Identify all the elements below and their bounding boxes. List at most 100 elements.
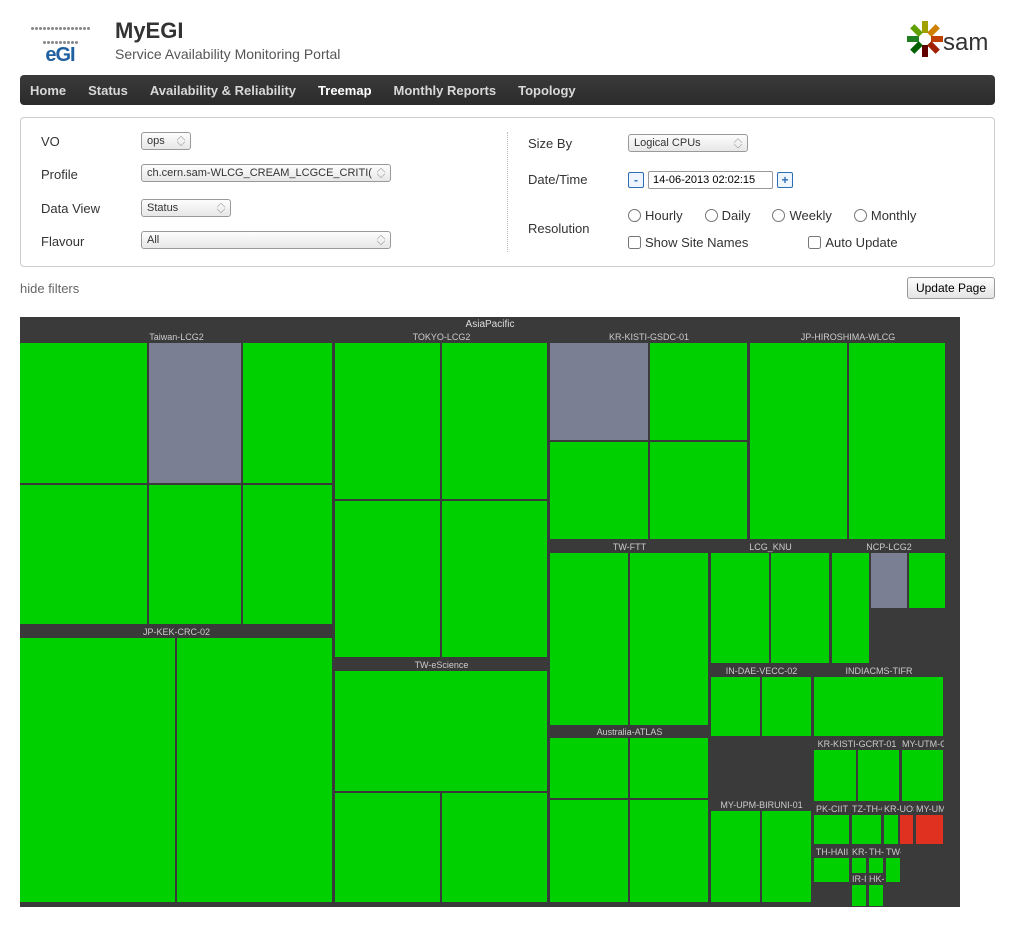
- cell[interactable]: [243, 485, 332, 624]
- cell[interactable]: [916, 815, 943, 844]
- radio-daily-label[interactable]: Daily: [705, 208, 751, 223]
- cell[interactable]: [869, 885, 883, 906]
- cell[interactable]: [814, 815, 849, 844]
- cell[interactable]: [149, 343, 241, 483]
- cell[interactable]: [177, 638, 332, 902]
- site-TZ-TH-CUNSTDA[interactable]: TZ-TH-CUNSTDA: [852, 803, 882, 833]
- site-MY-UTM-GRID[interactable]: MY-UTM-GRID: [902, 738, 944, 790]
- cell[interactable]: [650, 442, 747, 539]
- cell[interactable]: [814, 858, 849, 882]
- cell[interactable]: [20, 485, 147, 624]
- chk-show-site-names[interactable]: [628, 236, 641, 249]
- cell[interactable]: [650, 343, 747, 440]
- cell[interactable]: [711, 553, 769, 663]
- update-page-button[interactable]: Update Page: [907, 277, 995, 299]
- cell[interactable]: [550, 800, 628, 902]
- radio-hourly-label[interactable]: Hourly: [628, 208, 683, 223]
- site-TH-HAII[interactable]: TH-HAII: [814, 846, 850, 871]
- site-PK-CIIT[interactable]: PK-CIIT: [814, 803, 850, 833]
- nav-treemap[interactable]: Treemap: [318, 83, 371, 98]
- site-TW-FTT[interactable]: TW-FTT: [550, 541, 709, 714]
- site-HK-TW[interactable]: HK-TW: [869, 873, 884, 895]
- cell[interactable]: [20, 638, 175, 902]
- site-NCP-LCG2[interactable]: NCP-LCG2: [832, 541, 946, 652]
- cell[interactable]: [335, 793, 440, 902]
- cell[interactable]: [550, 553, 628, 725]
- site-IN-DAE-VECC-02[interactable]: IN-DAE-VECC-02: [711, 665, 812, 725]
- nav-availability[interactable]: Availability & Reliability: [150, 83, 296, 98]
- site-JP-HIROSHIMA-WLCG[interactable]: JP-HIROSHIMA-WLCG: [750, 331, 946, 528]
- site-LCG_KNU[interactable]: LCG_KNU: [711, 541, 830, 652]
- cell[interactable]: [750, 343, 847, 539]
- cell[interactable]: [149, 485, 241, 624]
- cell[interactable]: [243, 343, 332, 483]
- cell[interactable]: [711, 677, 760, 736]
- cell[interactable]: [442, 343, 547, 499]
- site-IR-IPM[interactable]: IR-IPM: [852, 873, 867, 895]
- cell[interactable]: [630, 553, 708, 725]
- cell[interactable]: [814, 750, 856, 801]
- select-dataview[interactable]: Status: [141, 199, 231, 217]
- cell[interactable]: [852, 815, 881, 844]
- radio-monthly-label[interactable]: Monthly: [854, 208, 917, 223]
- cell[interactable]: [909, 553, 945, 608]
- site-TOKYO-LCG2[interactable]: TOKYO-LCG2: [335, 331, 548, 646]
- select-sizeby[interactable]: Logical CPUs: [628, 134, 748, 152]
- cell[interactable]: [762, 811, 811, 902]
- site-TW-NCTU[interactable]: TW-NCTU: [886, 846, 901, 871]
- nav-topology[interactable]: Topology: [518, 83, 576, 98]
- radio-monthly[interactable]: [854, 209, 867, 222]
- select-vo[interactable]: ops: [141, 132, 191, 150]
- nav-home[interactable]: Home: [30, 83, 66, 98]
- datetime-plus-button[interactable]: +: [777, 172, 793, 188]
- site-KR-UOS-SSCC[interactable]: KR-UOS-SSCC: [884, 803, 914, 833]
- cell[interactable]: [858, 750, 899, 801]
- site-INDIACMS-TIFR[interactable]: INDIACMS-TIFR: [814, 665, 944, 725]
- select-profile[interactable]: ch.cern.sam-WLCG_CREAM_LCGCE_CRITI(: [141, 164, 391, 182]
- cell[interactable]: [814, 677, 943, 736]
- datetime-minus-button[interactable]: -: [628, 172, 644, 188]
- cell[interactable]: [550, 343, 648, 440]
- cell[interactable]: [630, 800, 708, 902]
- chk-auto-update[interactable]: [808, 236, 821, 249]
- nav-status[interactable]: Status: [88, 83, 128, 98]
- select-flavour[interactable]: All: [141, 231, 391, 249]
- cell[interactable]: [771, 553, 829, 663]
- cell[interactable]: [335, 501, 440, 657]
- cell[interactable]: [335, 343, 440, 499]
- site-TH-NECTEC[interactable]: TH-NECTEC: [869, 846, 884, 871]
- chk-show-site-names-label[interactable]: Show Site Names: [628, 235, 748, 250]
- cell[interactable]: [886, 858, 900, 882]
- chk-auto-update-label[interactable]: Auto Update: [808, 235, 897, 250]
- cell[interactable]: [884, 815, 898, 844]
- site-KR-KNU[interactable]: KR-KNU: [852, 846, 867, 871]
- nav-monthly[interactable]: Monthly Reports: [394, 83, 497, 98]
- cell[interactable]: [902, 750, 943, 801]
- site-MY-UM-CRYST[interactable]: MY-UM-CRYST: [916, 803, 944, 833]
- site-MY-UPM-BIRUNI-01[interactable]: MY-UPM-BIRUNI-01: [711, 799, 812, 891]
- hide-filters-link[interactable]: hide filters: [20, 281, 79, 296]
- site-JP-KEK-CRC-02[interactable]: JP-KEK-CRC-02: [20, 626, 333, 891]
- cell[interactable]: [20, 343, 147, 483]
- site-KR-KISTI-GSDC-01[interactable]: KR-KISTI-GSDC-01: [550, 331, 748, 528]
- datetime-input[interactable]: [648, 171, 773, 189]
- radio-weekly-label[interactable]: Weekly: [772, 208, 831, 223]
- cell[interactable]: [832, 553, 869, 663]
- cell[interactable]: [442, 793, 547, 902]
- cell[interactable]: [871, 553, 907, 608]
- cell[interactable]: [335, 671, 547, 791]
- site-Australia-ATLAS[interactable]: Australia-ATLAS: [550, 726, 709, 891]
- cell[interactable]: [852, 885, 866, 906]
- radio-daily[interactable]: [705, 209, 718, 222]
- cell[interactable]: [900, 815, 913, 844]
- cell[interactable]: [849, 343, 945, 539]
- cell[interactable]: [550, 442, 648, 539]
- cell[interactable]: [762, 677, 811, 736]
- radio-weekly[interactable]: [772, 209, 785, 222]
- site-TW-eScience[interactable]: TW-eScience: [335, 659, 548, 891]
- radio-hourly[interactable]: [628, 209, 641, 222]
- cell[interactable]: [630, 738, 708, 798]
- cell[interactable]: [711, 811, 760, 902]
- cell[interactable]: [442, 501, 547, 657]
- cell[interactable]: [550, 738, 628, 798]
